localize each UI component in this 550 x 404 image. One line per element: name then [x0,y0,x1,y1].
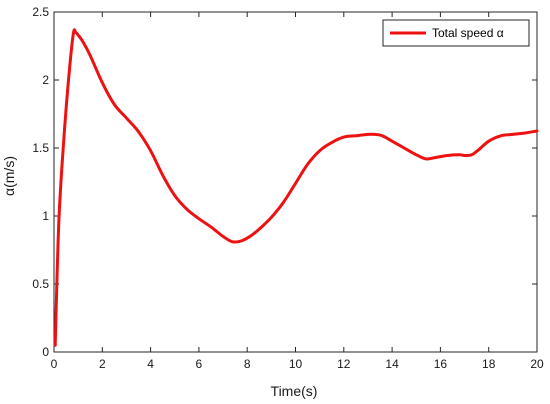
x-axis-label: Time(s) [271,383,318,399]
y-axis-label: α(m/s) [1,156,17,196]
x-tick-label: 6 [196,357,203,371]
x-tick-label: 20 [530,357,544,371]
legend-label: Total speed α [432,26,504,40]
x-tick-label: 0 [51,357,58,371]
series-line [53,28,539,347]
y-axis-ticks: 0 0.5 1 1.5 2 2.5 [32,5,537,359]
y-tick-label: 0.5 [32,277,49,291]
x-tick-label: 10 [289,357,303,371]
y-tick-label: 2 [42,73,49,87]
y-tick-label: 1.5 [32,141,49,155]
x-tick-label: 12 [337,357,351,371]
legend: Total speed α [382,19,530,47]
x-tick-label: 2 [99,357,106,371]
x-axis-ticks: 0 2 4 6 8 10 12 14 16 18 20 [51,12,544,371]
x-tick-label: 14 [385,357,399,371]
x-tick-label: 18 [482,357,496,371]
x-tick-label: 8 [244,357,251,371]
x-tick-label: 16 [434,357,448,371]
x-tick-label: 4 [147,357,154,371]
y-tick-label: 0 [42,345,49,359]
series-group [53,28,539,347]
y-tick-label: 1 [42,209,49,223]
y-tick-label: 2.5 [32,5,49,19]
